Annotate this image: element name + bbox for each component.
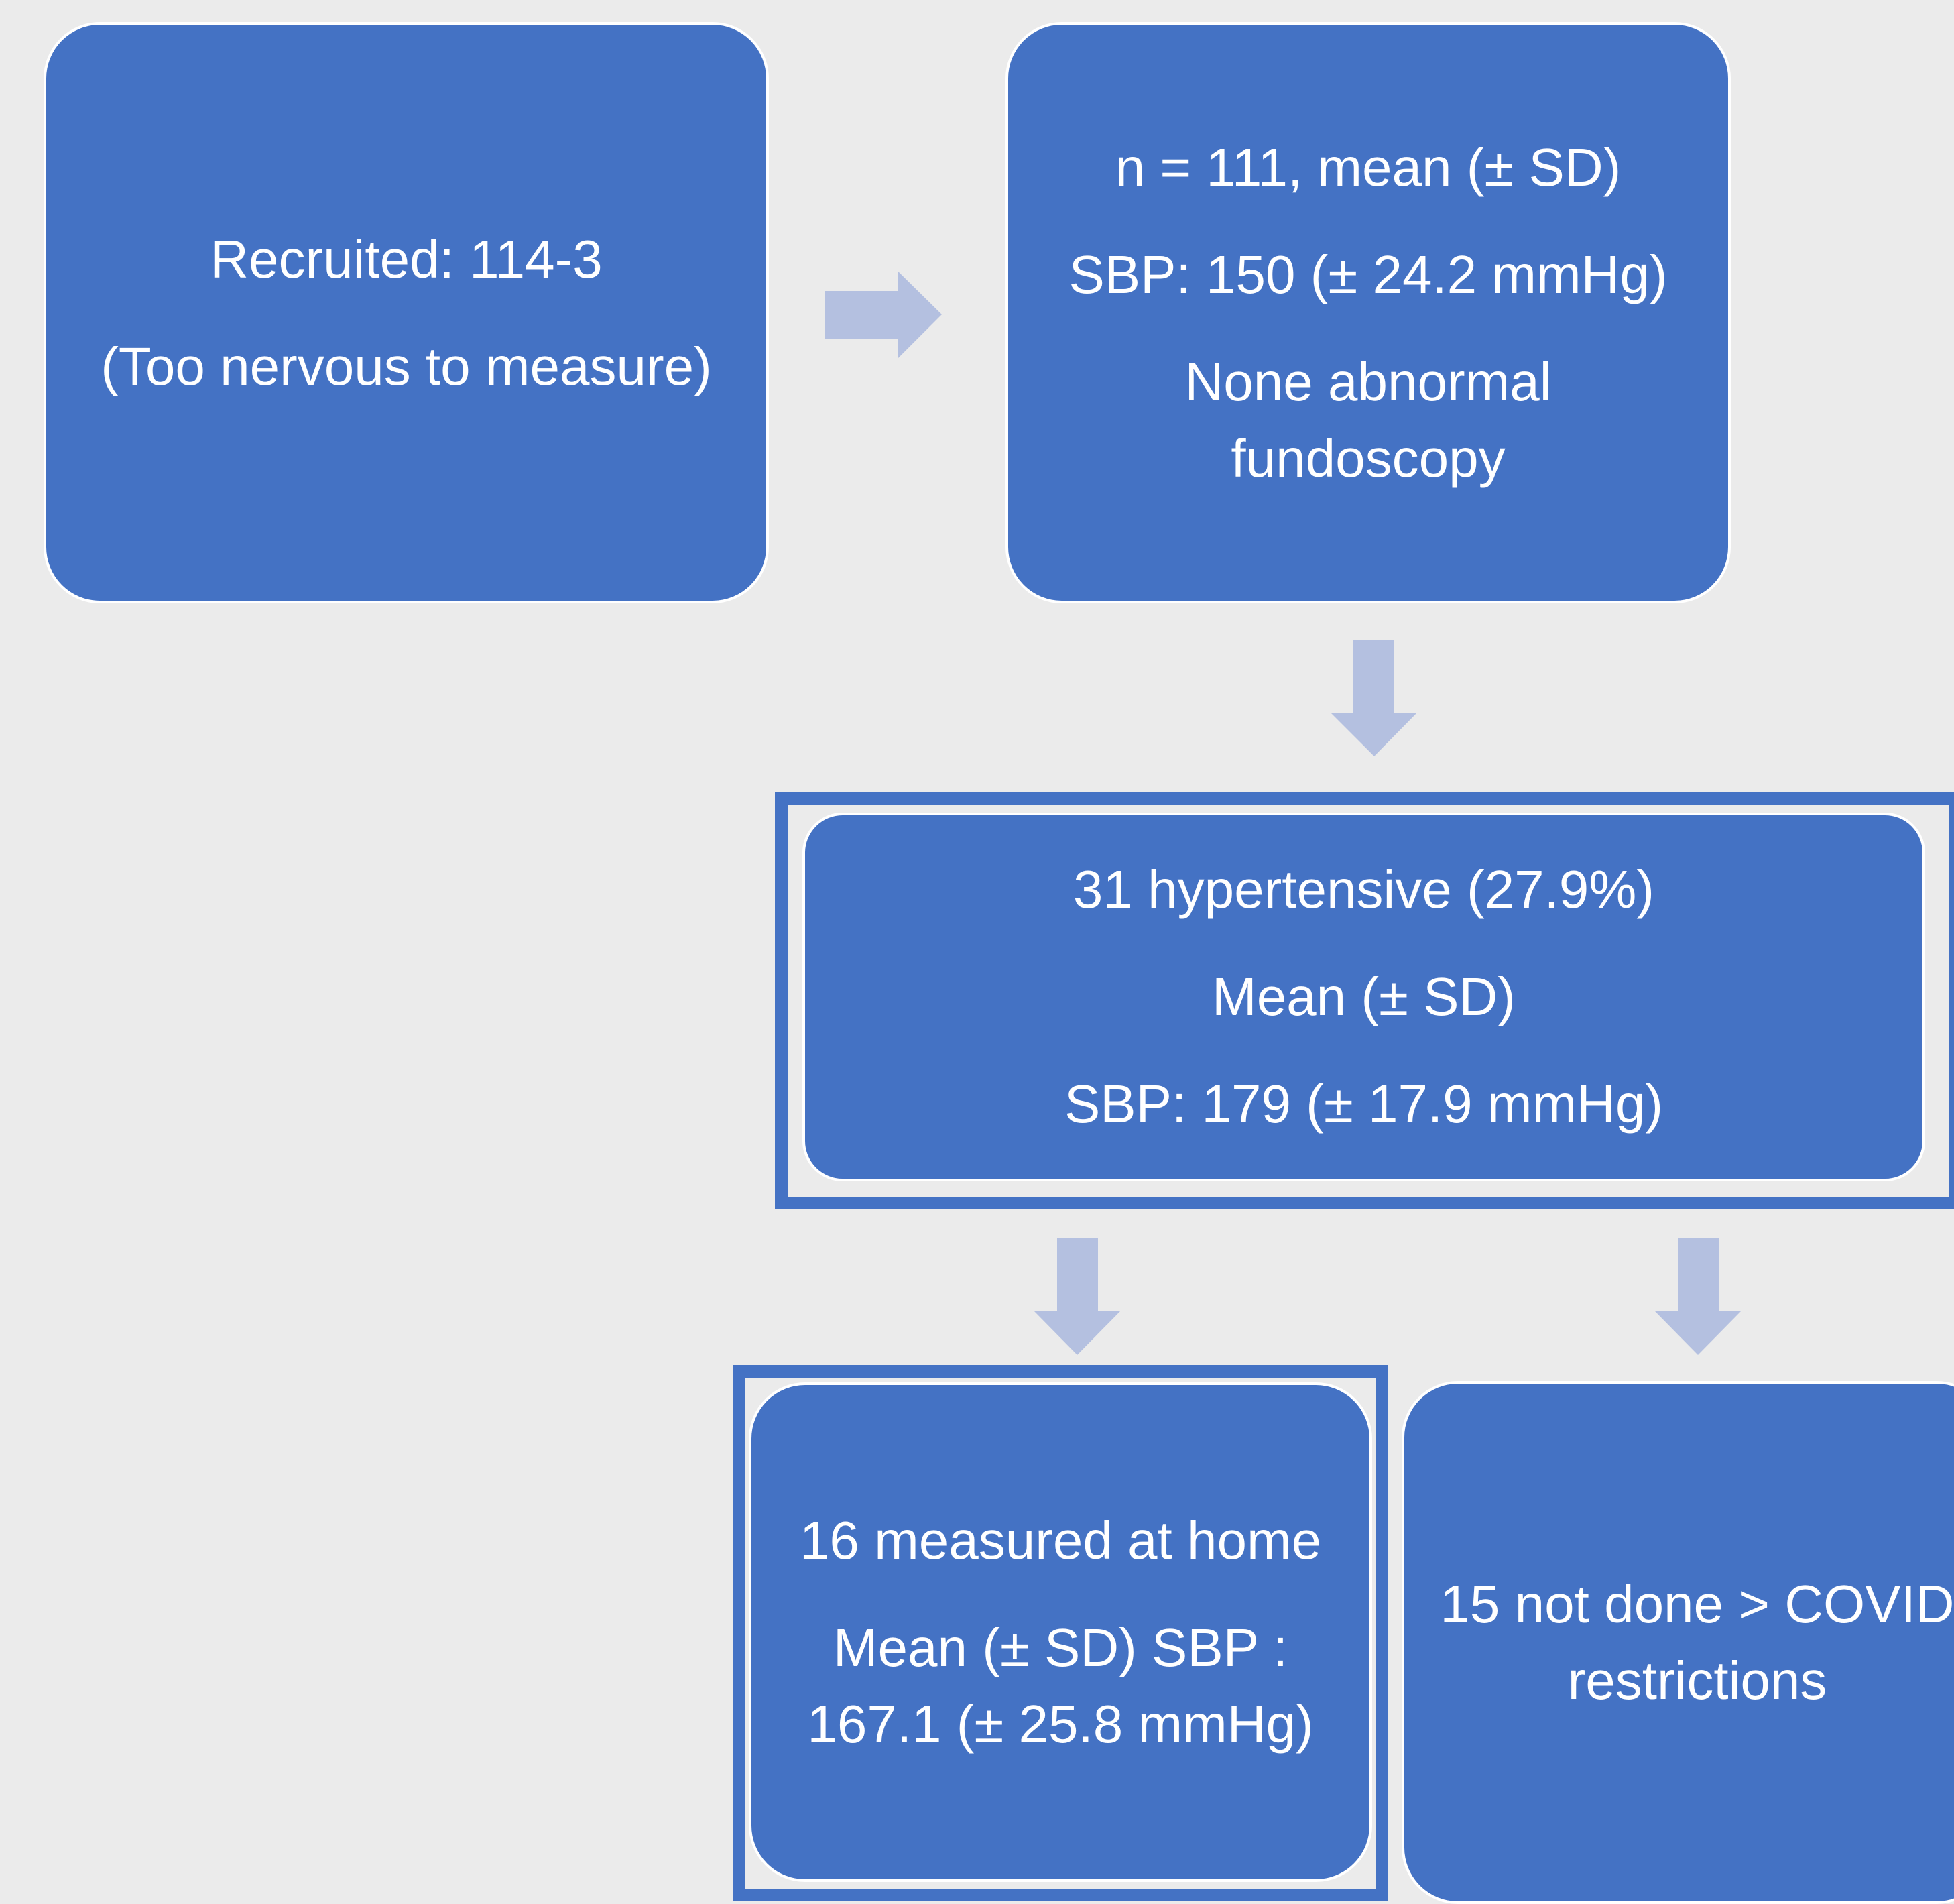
node-text: Mean (± SD) — [1212, 967, 1516, 1026]
arrow-down — [1034, 1238, 1120, 1355]
node-text: Mean (± SD) SBP : 167.1 (± 25.8 mmHg) — [807, 1617, 1314, 1754]
node-text: n = 111, mean (± SD) — [1115, 137, 1622, 197]
node-text: (Too nervous to measure) — [101, 336, 712, 396]
node: 15 not done > COVID restrictions — [1402, 1381, 1954, 1904]
node: Recruited: 114-3 (Too nervous to measure) — [44, 22, 769, 603]
arrow-down — [1655, 1238, 1741, 1355]
node-text: Recruited: 114-3 — [210, 229, 603, 289]
node-text: 16 measured at home — [799, 1510, 1322, 1570]
arrow-down — [1331, 640, 1417, 756]
node-text: 31 hypertensive (27.9%) — [1073, 859, 1655, 919]
node-text: SBP: 179 (± 17.9 mmHg) — [1064, 1074, 1664, 1134]
highlight-frame — [775, 792, 1954, 1209]
node-text: SBP: 150 (± 24.2 mmHg) — [1068, 244, 1668, 304]
node: 16 measured at home Mean (± SD) SBP : 167… — [749, 1382, 1372, 1882]
node-text: 15 not done > COVID restrictions — [1440, 1574, 1954, 1710]
arrow-right — [825, 272, 942, 358]
node: n = 111, mean (± SD) SBP: 150 (± 24.2 mmH… — [1005, 22, 1731, 603]
node: 31 hypertensive (27.9%) Mean (± SD) SBP: 1… — [802, 813, 1925, 1181]
node-text: None abnormal fundoscopy — [1184, 351, 1552, 488]
